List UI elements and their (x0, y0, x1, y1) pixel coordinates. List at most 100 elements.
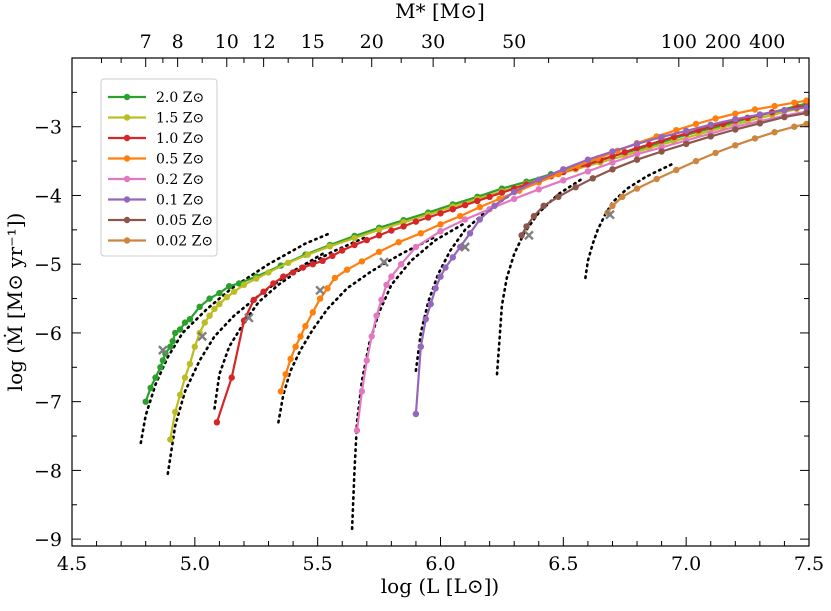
series-point-1-8 (206, 312, 213, 319)
series-point-5-0 (412, 410, 420, 418)
series-point-3-16 (457, 212, 464, 220)
series-point-1-15 (265, 269, 272, 276)
series-point-1-16 (285, 259, 292, 266)
legend-entry-1: 1.5 Z⊙ (108, 111, 204, 127)
series-point-2-13 (351, 241, 358, 249)
series-point-2-25 (498, 189, 506, 196)
series-point-0-8 (172, 329, 179, 337)
series-point-4-2 (363, 357, 370, 364)
y-tick-label: −6 (34, 323, 62, 345)
series-point-6-1 (523, 223, 530, 230)
series-point-7-4 (653, 175, 660, 183)
cross-stroke-b (315, 285, 325, 296)
series-point-5-5 (437, 273, 444, 280)
cross-stroke-b (605, 209, 615, 220)
series-point-4-5 (378, 296, 385, 304)
series-point-1-7 (201, 319, 208, 326)
legend-label: 1.0 Z⊙ (156, 131, 204, 147)
legend-entry-0: 2.0 Z⊙ (108, 90, 204, 106)
cross-marker-4 (379, 257, 389, 267)
series-point-5-10 (476, 216, 483, 223)
series-point-2-7 (289, 269, 297, 276)
series-point-0-9 (176, 326, 184, 333)
x-tick-label: 6.0 (425, 553, 455, 575)
series-point-3-14 (417, 230, 424, 237)
series-point-6-14 (781, 113, 788, 121)
series-5 (412, 104, 810, 418)
series-point-3-30 (732, 110, 739, 117)
legend-entry-6: 0.05 Z⊙ (108, 213, 213, 229)
series-point-0-1 (147, 384, 154, 392)
y-tick-label: −3 (34, 117, 62, 139)
series-point-4-17 (609, 159, 616, 166)
top-tick-label: 20 (360, 31, 384, 53)
series-point-3-17 (476, 203, 483, 211)
series-point-4-15 (560, 177, 567, 184)
track-line-3 (277, 235, 437, 424)
top-tick-label: 8 (172, 31, 184, 53)
series-point-2-8 (299, 264, 307, 271)
series-point-6-4 (555, 193, 562, 200)
series-point-0-14 (216, 289, 223, 297)
series-point-7-10 (771, 129, 778, 136)
series-point-0-15 (226, 283, 233, 290)
legend-entry-4: 0.2 Z⊙ (108, 172, 204, 188)
series-point-6-8 (633, 156, 641, 163)
series-point-5-23 (781, 107, 788, 114)
series-point-1-10 (216, 300, 223, 308)
series-point-7-2 (619, 193, 626, 200)
series-point-3-8 (324, 285, 331, 292)
series-point-7-9 (751, 135, 759, 142)
top-tick-label: 7 (140, 31, 152, 53)
legend: 2.0 Z⊙ 1.5 Z⊙ 1.0 Z⊙ 0.5 Z⊙ 0.2 Z⊙ 0.1 Z⊙ 0.05… (100, 78, 218, 257)
series-point-5-1 (417, 343, 424, 350)
legend-swatch-marker (123, 93, 131, 101)
cross-markers-layer (158, 209, 615, 355)
series-point-5-18 (658, 133, 665, 141)
cross-marker-5 (460, 242, 470, 252)
top-axis-title: M* [M⊙] (395, 0, 485, 23)
top-tick-label: 50 (502, 31, 526, 53)
cross-stroke-b (158, 345, 168, 355)
series-point-3-5 (302, 322, 309, 330)
series-point-2-12 (339, 247, 346, 254)
legend-label: 0.2 Z⊙ (156, 172, 204, 188)
series-point-0-6 (167, 343, 174, 350)
series-point-2-6 (280, 273, 287, 280)
series-point-1-17 (304, 251, 311, 258)
series-point-4-9 (412, 243, 420, 251)
series-point-1-12 (230, 288, 238, 295)
series-point-2-22 (461, 201, 469, 209)
series-point-1-1 (172, 408, 179, 416)
labels-layer: 4.5 5.0 5.5 6.0 6.5 7.0 7.5 −9 −8 −7 −6 −5 −4 −3 7 8 10 1… (34, 31, 824, 575)
series-point-2-14 (363, 236, 370, 244)
legend-label: 0.05 Z⊙ (156, 213, 213, 229)
series-point-4-4 (373, 312, 380, 319)
series-point-2-0 (213, 419, 221, 426)
series-point-3-12 (375, 248, 383, 255)
series-point-2-11 (329, 252, 336, 260)
series-point-1-20 (375, 226, 383, 233)
series-point-4-6 (383, 281, 390, 288)
legend-entry-3: 0.5 Z⊙ (108, 152, 204, 168)
series-layer (142, 97, 810, 443)
series-point-5-19 (683, 127, 690, 135)
series-point-1-19 (351, 234, 358, 242)
cross-marker-6 (524, 230, 534, 241)
legend-entry-2: 1.0 Z⊙ (108, 131, 204, 147)
series-point-3-27 (673, 127, 680, 134)
legend-entry-5: 0.1 Z⊙ (108, 193, 204, 209)
series-point-5-22 (756, 111, 764, 118)
cross-marker-1 (197, 331, 208, 342)
series-point-5-15 (584, 156, 592, 163)
series-point-0-11 (186, 316, 194, 323)
cross-stroke-b (197, 331, 208, 342)
track-line-5 (414, 194, 511, 373)
series-point-0-3 (157, 364, 164, 371)
series-point-0-12 (196, 303, 203, 310)
series-point-0-13 (206, 295, 213, 302)
cross-stroke-b (379, 257, 389, 267)
series-point-5-6 (442, 264, 449, 271)
x-axis-title: log (L [L⊙]) (381, 574, 500, 598)
